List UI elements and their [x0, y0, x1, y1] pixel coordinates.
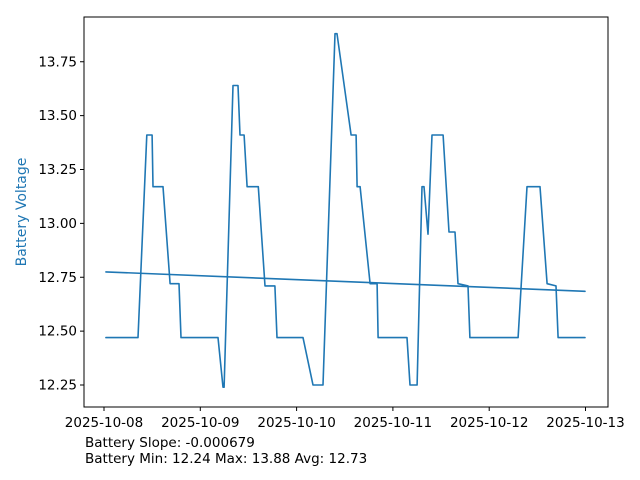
stats-annotations: Battery Slope: -0.000679 Battery Min: 12…	[85, 435, 367, 467]
series-trend	[105, 271, 586, 293]
series-battery-voltage	[105, 32, 586, 389]
y-tick-label: 13.25	[38, 162, 77, 178]
y-tick-label: 13.00	[38, 216, 77, 232]
x-tick-label: 2025-10-09	[161, 415, 239, 431]
x-tick-label: 2025-10-10	[257, 415, 335, 431]
plot-border	[83, 16, 609, 408]
min-max-avg-annotation: Battery Min: 12.24 Max: 13.88 Avg: 12.73	[85, 451, 368, 468]
y-axis-label: Battery Voltage	[14, 157, 30, 267]
x-tick-label: 2025-10-08	[65, 415, 143, 431]
slope-annotation: Battery Slope: -0.000679	[85, 435, 255, 451]
y-tick-label: 12.75	[38, 270, 77, 286]
y-tick-label: 13.75	[38, 54, 77, 70]
y-tick-label: 12.25	[38, 378, 77, 394]
y-tick-label: 12.50	[38, 324, 77, 340]
y-tick-label: 13.50	[38, 108, 77, 124]
x-tick-label: 2025-10-12	[450, 415, 528, 431]
x-tick-label: 2025-10-13	[546, 415, 624, 431]
x-tick-label: 2025-10-11	[354, 415, 432, 431]
